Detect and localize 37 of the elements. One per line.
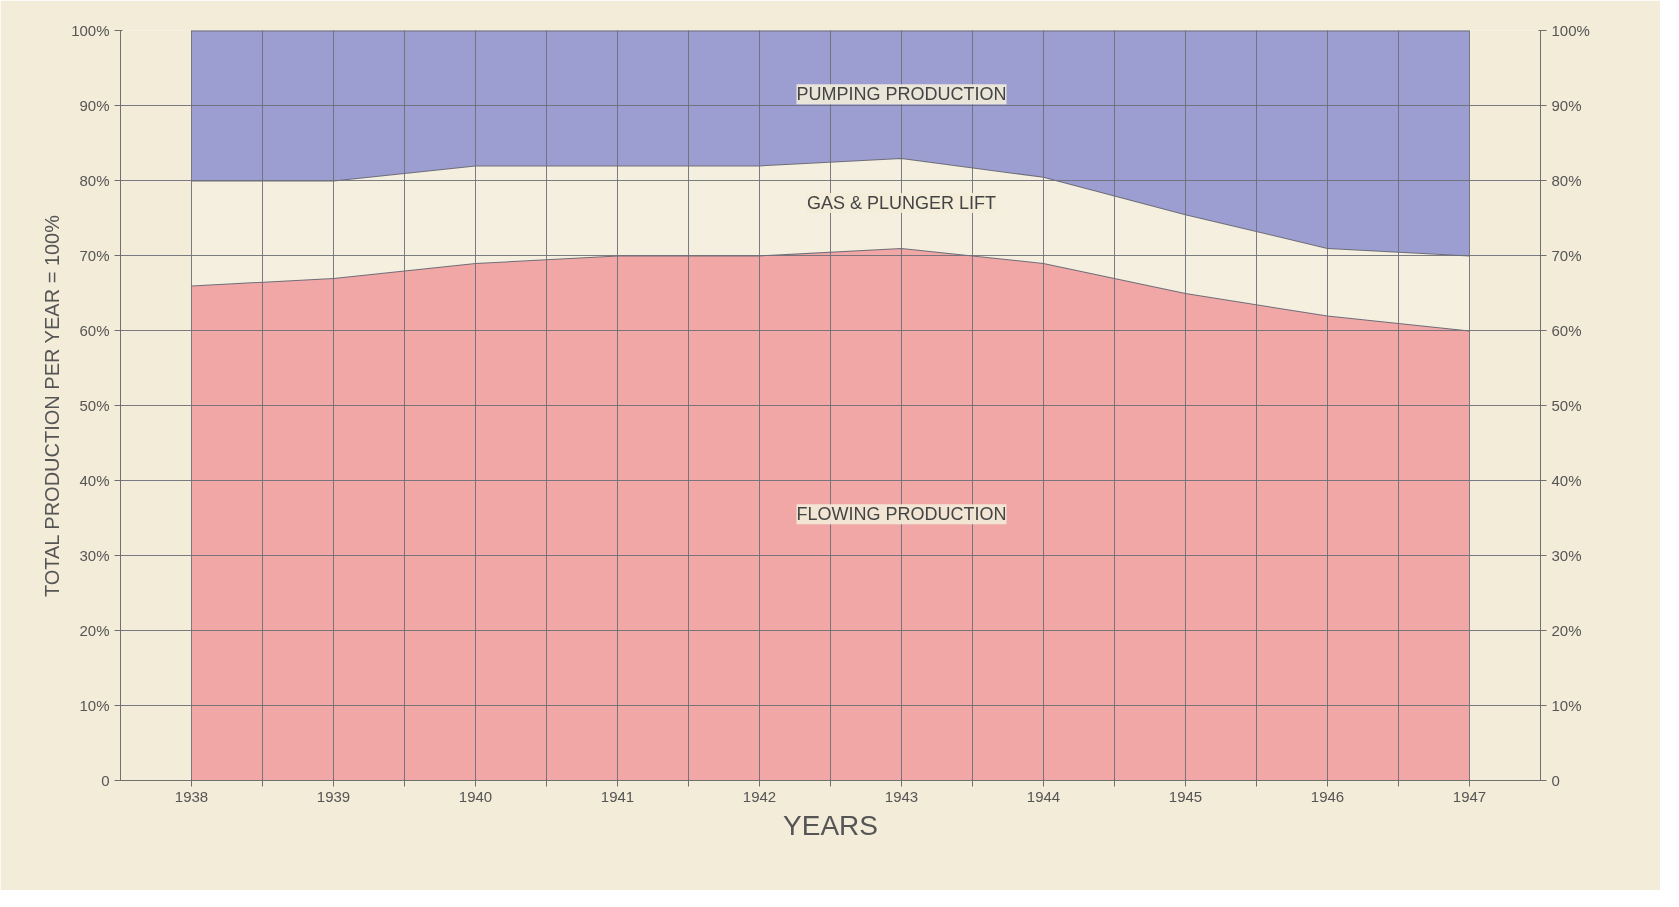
x-tick-label: 1938 [174,787,209,805]
x-tick-label: 1940 [458,787,493,805]
x-tick-label: 1945 [1168,787,1203,805]
y2-tick-label: 60% [1551,322,1582,339]
x-tick-label: 1947 [1452,787,1487,805]
y-tick-label: 90% [79,97,110,114]
y2-tick-label: 50% [1551,397,1582,414]
y-tick-label: 10% [79,697,110,714]
y2-tick-label: 10% [1551,697,1582,714]
y-tick-label: 70% [79,247,110,264]
y2-tick-label: 30% [1551,547,1582,564]
y-tick-label: 100% [71,22,110,39]
x-axis-title: YEARS [783,809,878,841]
y-tick-label: 40% [79,472,110,489]
x-tick-label: 1943 [884,787,919,805]
y-axis-title: TOTAL PRODUCTION PER YEAR = 100% [41,214,64,598]
series-label: GAS & PLUNGER LIFT [806,193,997,213]
x-tick-label: 1946 [1310,787,1345,805]
y-tick-label: 50% [79,397,110,414]
y-tick-label: 80% [79,172,110,189]
x-tick-label: 1944 [1026,787,1061,805]
y2-tick-label: 40% [1551,472,1582,489]
y2-tick-label: 100% [1551,22,1590,39]
y2-tick-label: 90% [1551,97,1582,114]
y2-tick-label: 70% [1551,247,1582,264]
x-tick-label: 1941 [600,787,635,805]
y2-tick-label: 20% [1551,622,1582,639]
series-label: FLOWING PRODUCTION [796,504,1007,525]
y-tick-label: 30% [79,547,110,564]
y-tick-label: 20% [79,622,110,639]
y-tick-label: 60% [79,322,110,339]
y2-tick-label: 0 [1551,772,1560,789]
y2-tick-label: 80% [1551,172,1582,189]
y-tick-label: 0 [101,772,110,789]
x-tick-label: 1942 [742,787,777,805]
series-label: PUMPING PRODUCTION [796,84,1007,105]
x-tick-label: 1939 [316,787,351,805]
